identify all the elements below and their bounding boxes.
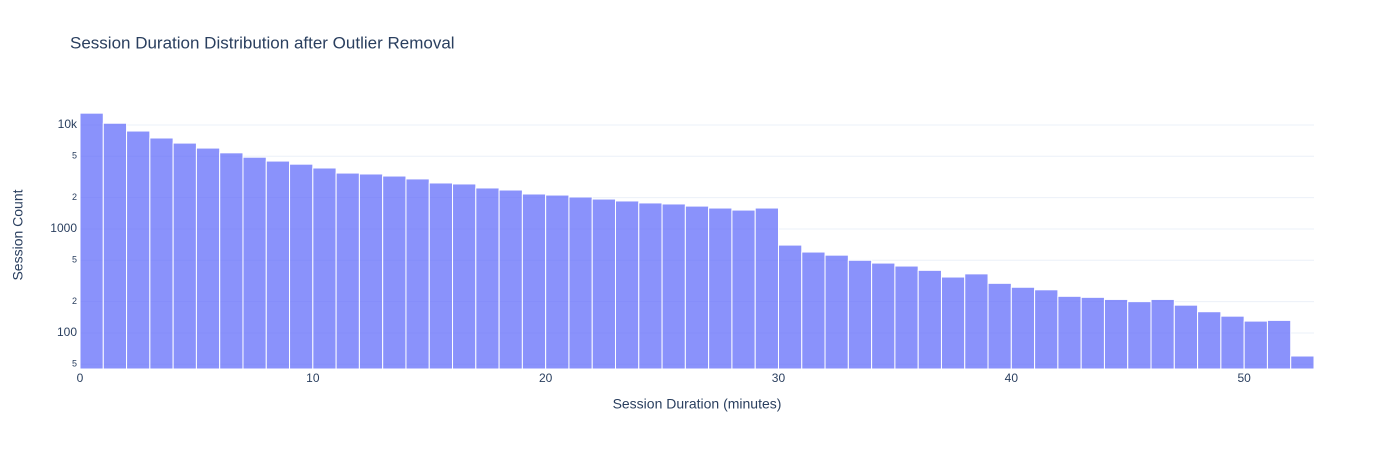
bar	[917, 269, 942, 370]
bar	[1010, 286, 1036, 370]
bar	[1150, 298, 1175, 370]
bar	[452, 183, 477, 370]
y-tick-label: 5	[72, 255, 77, 265]
bar	[242, 156, 267, 370]
bar	[79, 112, 104, 370]
x-axis-title: Session Duration (minutes)	[613, 396, 782, 412]
x-tick-label: 20	[539, 371, 553, 385]
chart-title: Session Duration Distribution after Outl…	[70, 33, 455, 52]
bar	[731, 209, 756, 370]
y-tick-label: 100	[57, 325, 77, 339]
bar	[382, 175, 407, 370]
bar	[1173, 304, 1199, 370]
bar	[1197, 311, 1222, 370]
x-tick-label: 10	[306, 371, 320, 385]
bar	[195, 147, 221, 370]
bar	[940, 276, 966, 370]
bar	[545, 194, 570, 370]
bar	[1127, 301, 1152, 370]
bar	[312, 167, 337, 370]
bar	[615, 200, 640, 370]
y-axis-title: Session Count	[10, 189, 26, 280]
bar	[1057, 295, 1082, 370]
bar	[289, 163, 314, 370]
bar	[1103, 298, 1129, 370]
bar	[428, 182, 454, 370]
x-tick-label: 30	[772, 371, 786, 385]
y-tick-label: 10k	[58, 117, 78, 131]
bar	[894, 265, 919, 370]
bar	[964, 273, 989, 370]
bar	[871, 262, 896, 370]
bar	[521, 193, 547, 370]
bar	[847, 259, 873, 370]
y-tick-label: 2	[72, 296, 77, 306]
x-tick-label: 40	[1005, 371, 1019, 385]
bar	[1034, 289, 1059, 370]
bar	[777, 244, 803, 370]
bar	[708, 207, 733, 370]
bar	[754, 207, 779, 370]
bar	[335, 172, 360, 370]
bar	[219, 152, 244, 370]
bar	[405, 178, 430, 370]
bar	[801, 251, 826, 370]
bar	[1266, 319, 1292, 370]
y-tick-label: 2	[72, 192, 77, 202]
bar	[1080, 296, 1105, 370]
bar	[475, 187, 500, 370]
bar	[265, 160, 291, 370]
bar	[661, 203, 686, 370]
x-tick-label: 0	[77, 371, 84, 385]
bar	[1243, 320, 1268, 370]
x-tick-label: 50	[1237, 371, 1251, 385]
y-tick-label: 1000	[50, 221, 77, 235]
bar	[568, 196, 593, 370]
bar	[591, 198, 617, 370]
bar	[638, 202, 663, 370]
bar	[172, 142, 197, 370]
bar	[1220, 315, 1245, 370]
y-tick-label: 5	[72, 151, 77, 161]
bar	[358, 173, 384, 370]
bar	[149, 137, 174, 370]
y-tick-label: 5	[72, 359, 77, 369]
bar	[498, 189, 523, 370]
bar	[684, 205, 710, 370]
bar	[126, 130, 151, 370]
bar	[987, 282, 1012, 370]
bar	[1290, 355, 1315, 370]
bar	[102, 122, 128, 370]
bar	[824, 254, 849, 370]
